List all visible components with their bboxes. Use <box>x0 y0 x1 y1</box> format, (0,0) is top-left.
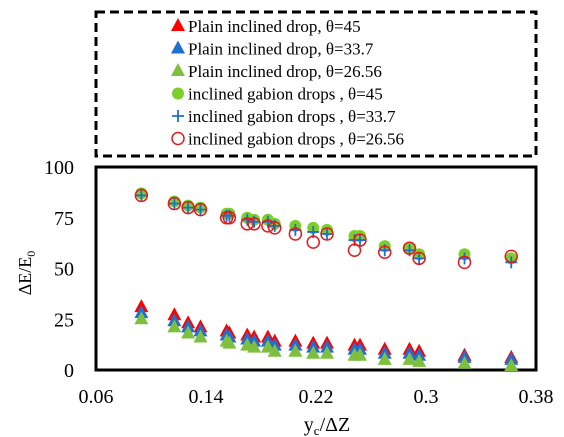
data-point <box>402 351 417 365</box>
data-point <box>267 343 282 357</box>
legend: Plain inclined drop, θ=45 Plain inclined … <box>94 10 538 158</box>
y-tick-label: 75 <box>54 208 74 230</box>
data-point <box>353 233 367 247</box>
data-point <box>222 211 237 225</box>
data-point <box>457 355 472 369</box>
legend-marker <box>171 63 185 76</box>
data-point <box>240 217 254 231</box>
y-tick-label: 100 <box>44 157 74 179</box>
data-point <box>194 203 207 216</box>
data-point <box>377 351 392 365</box>
data-point <box>168 197 181 210</box>
data-point <box>354 234 366 247</box>
data-point <box>181 325 196 339</box>
data-point <box>167 196 182 211</box>
legend-entry: Plain inclined drop, θ=26.56 <box>171 62 382 81</box>
data-point <box>321 227 333 240</box>
legend-entry: inclined gabion drops , θ=33.7 <box>172 107 396 126</box>
legend-label: Plain inclined drop, θ=33.7 <box>188 40 374 59</box>
y-axis-label-main: ΔE/E <box>15 257 35 296</box>
data-point <box>268 221 282 235</box>
x-axis-label-rest: /ΔZ <box>320 414 351 436</box>
legend-entry: Plain inclined drop, θ=33.7 <box>171 40 374 59</box>
data-point <box>222 335 237 349</box>
legend-label: Plain inclined drop, θ=45 <box>188 17 361 36</box>
series-4 <box>135 187 518 265</box>
legend-border <box>94 10 538 158</box>
data-point <box>193 202 208 217</box>
data-point <box>412 353 427 367</box>
y-tick-label: 50 <box>54 259 74 281</box>
data-point <box>353 347 367 361</box>
data-point <box>413 252 426 265</box>
data-point <box>260 339 275 353</box>
x-tick-label: 0.06 <box>79 386 114 408</box>
legend-label: inclined gabion drops , θ=45 <box>188 85 383 104</box>
data-point <box>288 343 303 357</box>
x-axis-label: yc/ΔZ <box>304 414 350 437</box>
x-axis-ticks: 0.06 0.14 0.22 0.3 0.38 <box>79 386 554 408</box>
legend-marker <box>172 87 184 100</box>
legend-label: Plain inclined drop, θ=26.56 <box>188 62 382 81</box>
data-point <box>134 188 149 203</box>
data-point <box>457 255 472 270</box>
y-tick-label: 25 <box>54 309 74 331</box>
x-tick-label: 0.22 <box>299 386 334 408</box>
data-point <box>134 311 149 325</box>
y-axis-label: ΔE/E0 <box>15 251 38 296</box>
x-tick-label: 0.38 <box>519 386 554 408</box>
y-axis-ticks: 0 25 50 75 100 <box>44 157 74 382</box>
data-point <box>135 189 148 202</box>
legend-marker <box>171 40 185 54</box>
x-axis-label-sub: c <box>314 423 320 437</box>
legend-entry: inclined gabion drops , θ=26.56 <box>171 130 404 149</box>
legend-entry: Plain inclined drop, θ=45 <box>171 17 361 36</box>
data-point <box>504 249 518 264</box>
data-point <box>504 357 519 371</box>
x-tick-label: 0.3 <box>414 386 439 408</box>
data-point <box>306 235 320 249</box>
series-6 <box>134 188 518 270</box>
data-point <box>182 201 195 214</box>
legend-label: inclined gabion drops , θ=26.56 <box>188 130 404 149</box>
data-point <box>378 245 392 260</box>
data-point <box>247 217 261 231</box>
legend-entries: Plain inclined drop, θ=45 Plain inclined … <box>171 17 404 149</box>
data-point <box>412 251 426 266</box>
data-point <box>288 227 303 241</box>
legend-marker <box>172 110 184 122</box>
legend-label: inclined gabion drops , θ=33.7 <box>188 107 396 126</box>
y-axis-label-sub: 0 <box>24 251 38 257</box>
data-point <box>347 243 362 257</box>
legend-entry: inclined gabion drops , θ=45 <box>172 85 383 104</box>
data-point <box>261 219 275 233</box>
data-point <box>167 319 182 333</box>
data-point <box>247 339 262 353</box>
legend-marker <box>171 18 185 31</box>
data-points <box>134 187 519 371</box>
data-point <box>193 329 208 343</box>
y-tick-label: 0 <box>64 360 74 382</box>
data-point <box>320 345 334 359</box>
legend-marker <box>171 131 185 146</box>
data-point <box>402 241 417 255</box>
data-point <box>306 345 321 359</box>
x-axis-label-main: y <box>304 414 314 436</box>
data-point <box>320 227 334 241</box>
plot-frame <box>94 165 538 372</box>
series-3 <box>134 311 519 371</box>
x-tick-label: 0.14 <box>189 386 224 408</box>
